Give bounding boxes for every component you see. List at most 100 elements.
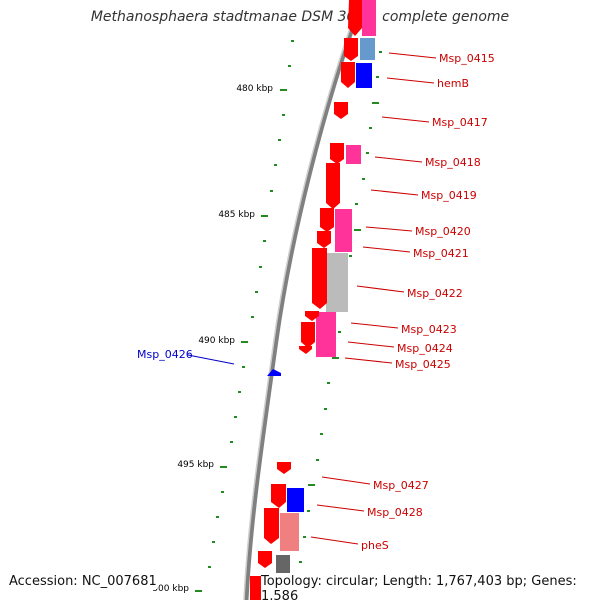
tick-mark — [238, 391, 241, 393]
tick-mark — [255, 291, 258, 293]
tick-mark — [234, 416, 237, 418]
selected-gene-label[interactable]: Msp_0426 — [137, 348, 193, 361]
cog-box — [276, 555, 290, 573]
tick-mark — [324, 408, 327, 410]
genome-backbone-highlight — [243, 0, 361, 600]
gene-arrow[interactable] — [301, 322, 315, 348]
tick-mark — [270, 190, 273, 192]
selected-leader-line — [187, 354, 235, 365]
cog-box — [335, 209, 352, 252]
tick-major — [195, 590, 202, 592]
gene-label[interactable]: Msp_0428 — [367, 506, 423, 519]
kbp-label: 490 kbp — [198, 336, 235, 346]
tick-mark — [208, 566, 211, 568]
cog-box — [360, 38, 375, 60]
gene-label[interactable]: Msp_0427 — [373, 479, 429, 492]
tick-mark — [212, 541, 215, 543]
tick-mark — [355, 203, 358, 205]
gene-label[interactable]: Msp_0417 — [432, 116, 488, 129]
tick-mark — [259, 266, 262, 268]
kbp-label: 500 kbp — [152, 584, 189, 594]
cog-box — [326, 253, 348, 312]
gene-label[interactable]: Msp_0422 — [407, 287, 463, 300]
leader-line — [381, 116, 430, 123]
tick-major — [220, 466, 227, 468]
kbp-label: 495 kbp — [177, 460, 214, 470]
tick-mark — [303, 536, 306, 538]
tick-mark — [316, 459, 319, 461]
gene-label[interactable]: Msp_0415 — [439, 52, 495, 65]
tick-mark — [376, 76, 379, 78]
leader-line — [388, 52, 437, 59]
cog-box — [356, 63, 372, 88]
topology-text: Topology: circular; Length: 1,767,403 bp… — [261, 574, 600, 600]
gene-track — [250, 0, 362, 600]
tick-mark — [274, 164, 277, 166]
genome-backbone — [243, 0, 365, 600]
cog-column — [270, 0, 376, 600]
gene-arrow[interactable] — [305, 311, 319, 321]
tick-major — [332, 357, 339, 359]
gene-arrow[interactable] — [320, 208, 334, 232]
tick-mark — [349, 255, 352, 257]
leader-line — [362, 246, 411, 253]
leader-line — [374, 156, 423, 163]
tick-mark — [379, 51, 382, 53]
tick-major — [308, 484, 315, 486]
gene-label[interactable]: Msp_0423 — [401, 323, 457, 336]
leader-line — [310, 536, 359, 545]
tick-mark — [278, 139, 281, 141]
gene-label[interactable]: hemB — [437, 77, 469, 90]
cog-box — [280, 513, 299, 551]
inner-tick-row — [299, 51, 382, 563]
genome-title: Methanosphaera stadtmanae DSM 3091, comp… — [90, 9, 510, 25]
tick-mark — [338, 331, 341, 333]
tick-major — [354, 229, 361, 231]
cog-box — [346, 145, 361, 164]
kbp-label: 485 kbp — [218, 210, 255, 220]
gene-arrow[interactable] — [312, 248, 327, 309]
leader-line — [344, 357, 393, 364]
leader-line — [321, 476, 371, 485]
tick-mark — [282, 114, 285, 116]
gene-arrow[interactable] — [264, 508, 279, 544]
gene-arrow[interactable] — [326, 163, 340, 209]
leader-line — [370, 189, 419, 196]
gene-arrow[interactable] — [341, 62, 355, 88]
gene-arrow[interactable] — [271, 484, 286, 508]
leader-line — [347, 341, 395, 348]
tick-mark — [307, 510, 310, 512]
gene-arrow[interactable] — [330, 143, 344, 164]
tick-mark — [263, 240, 266, 242]
gene-label[interactable]: Msp_0419 — [421, 189, 477, 202]
gene-label[interactable]: Msp_0418 — [425, 156, 481, 169]
tick-mark — [230, 441, 233, 443]
label-leaders — [187, 52, 437, 545]
gene-label[interactable]: Msp_0421 — [413, 247, 469, 260]
tick-mark — [366, 152, 369, 154]
gene-arrow[interactable] — [258, 551, 272, 568]
tick-mark — [216, 516, 219, 518]
gene-arrow[interactable] — [344, 38, 358, 61]
cog-box — [287, 488, 304, 512]
leader-line — [350, 322, 399, 329]
gene-label[interactable]: Msp_0425 — [395, 358, 451, 371]
gene-arrow[interactable] — [348, 0, 362, 36]
gene-arrow[interactable] — [277, 462, 291, 474]
tick-major — [261, 215, 268, 217]
tick-major — [241, 341, 248, 343]
gene-label[interactable]: Msp_0424 — [397, 342, 453, 355]
leader-line — [386, 77, 435, 84]
gene-label[interactable]: Msp_0420 — [415, 225, 471, 238]
tick-mark — [362, 178, 365, 180]
leader-line — [316, 504, 365, 512]
gene-arrow[interactable] — [317, 231, 331, 248]
gene-arrow[interactable] — [334, 102, 348, 119]
gene-label[interactable]: pheS — [361, 539, 389, 552]
gene-arrow[interactable] — [299, 346, 312, 354]
cog-box — [362, 0, 376, 36]
selected-gene-arrow[interactable] — [267, 369, 281, 376]
tick-mark — [221, 491, 224, 493]
